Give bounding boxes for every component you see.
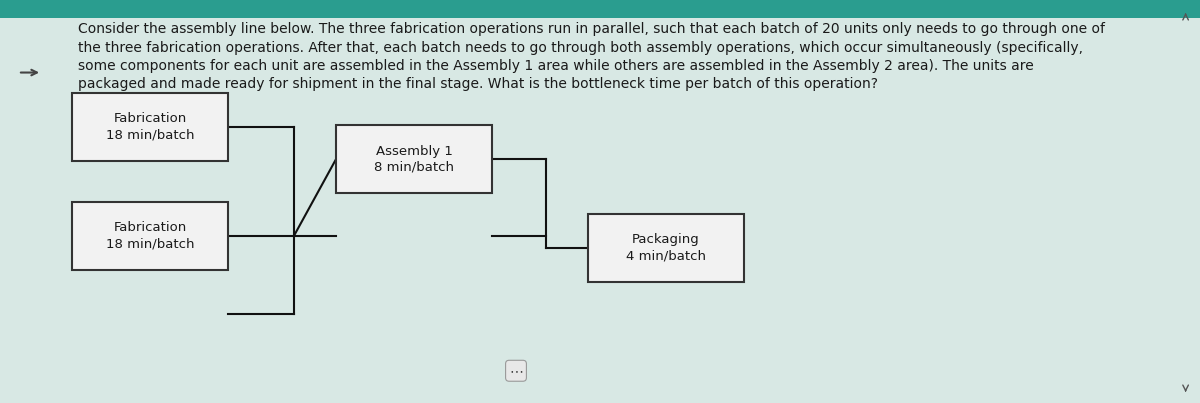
FancyBboxPatch shape: [72, 93, 228, 161]
Text: ⋯: ⋯: [509, 364, 523, 378]
Text: Consider the assembly line below. The three fabrication operations run in parall: Consider the assembly line below. The th…: [78, 22, 1105, 91]
FancyBboxPatch shape: [588, 214, 744, 282]
Text: Assembly 1
8 min/batch: Assembly 1 8 min/batch: [374, 145, 454, 174]
Text: Packaging
4 min/batch: Packaging 4 min/batch: [626, 233, 706, 262]
FancyBboxPatch shape: [0, 0, 1200, 18]
FancyBboxPatch shape: [336, 125, 492, 193]
Text: Fabrication
18 min/batch: Fabrication 18 min/batch: [106, 221, 194, 250]
Text: Fabrication
18 min/batch: Fabrication 18 min/batch: [106, 112, 194, 141]
FancyBboxPatch shape: [72, 202, 228, 270]
